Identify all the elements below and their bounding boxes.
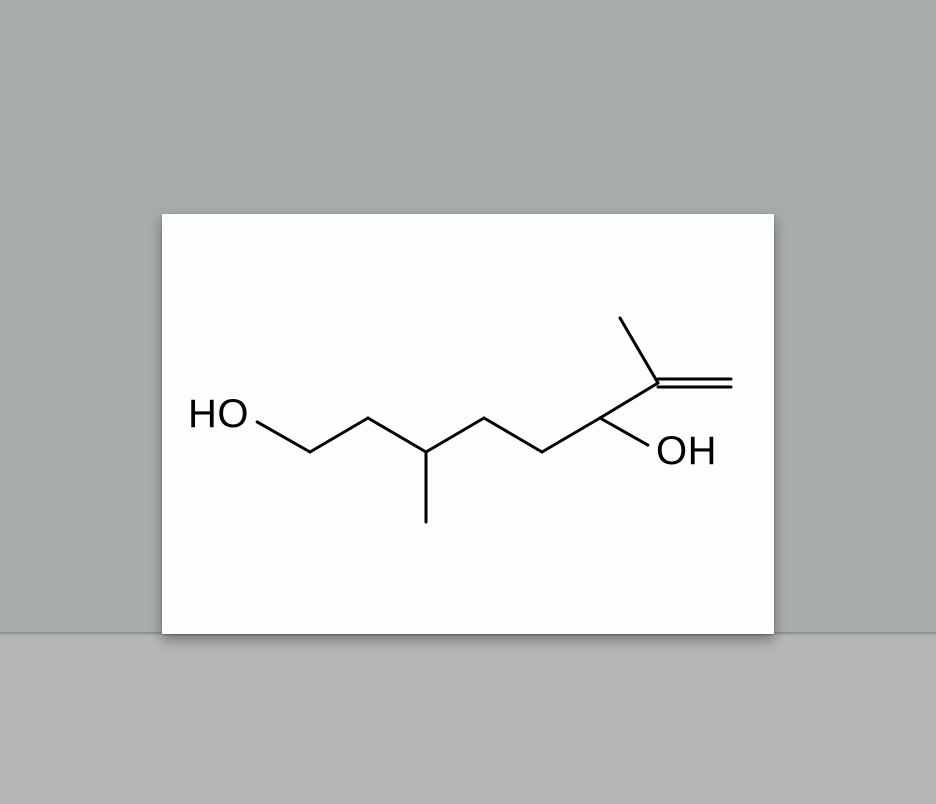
molecule-diagram <box>162 214 774 634</box>
atom-label-O1: HO <box>188 392 249 437</box>
shelf-background <box>0 632 936 804</box>
structure-card: HO OH <box>162 214 774 634</box>
atom-label-O6: OH <box>656 429 717 474</box>
